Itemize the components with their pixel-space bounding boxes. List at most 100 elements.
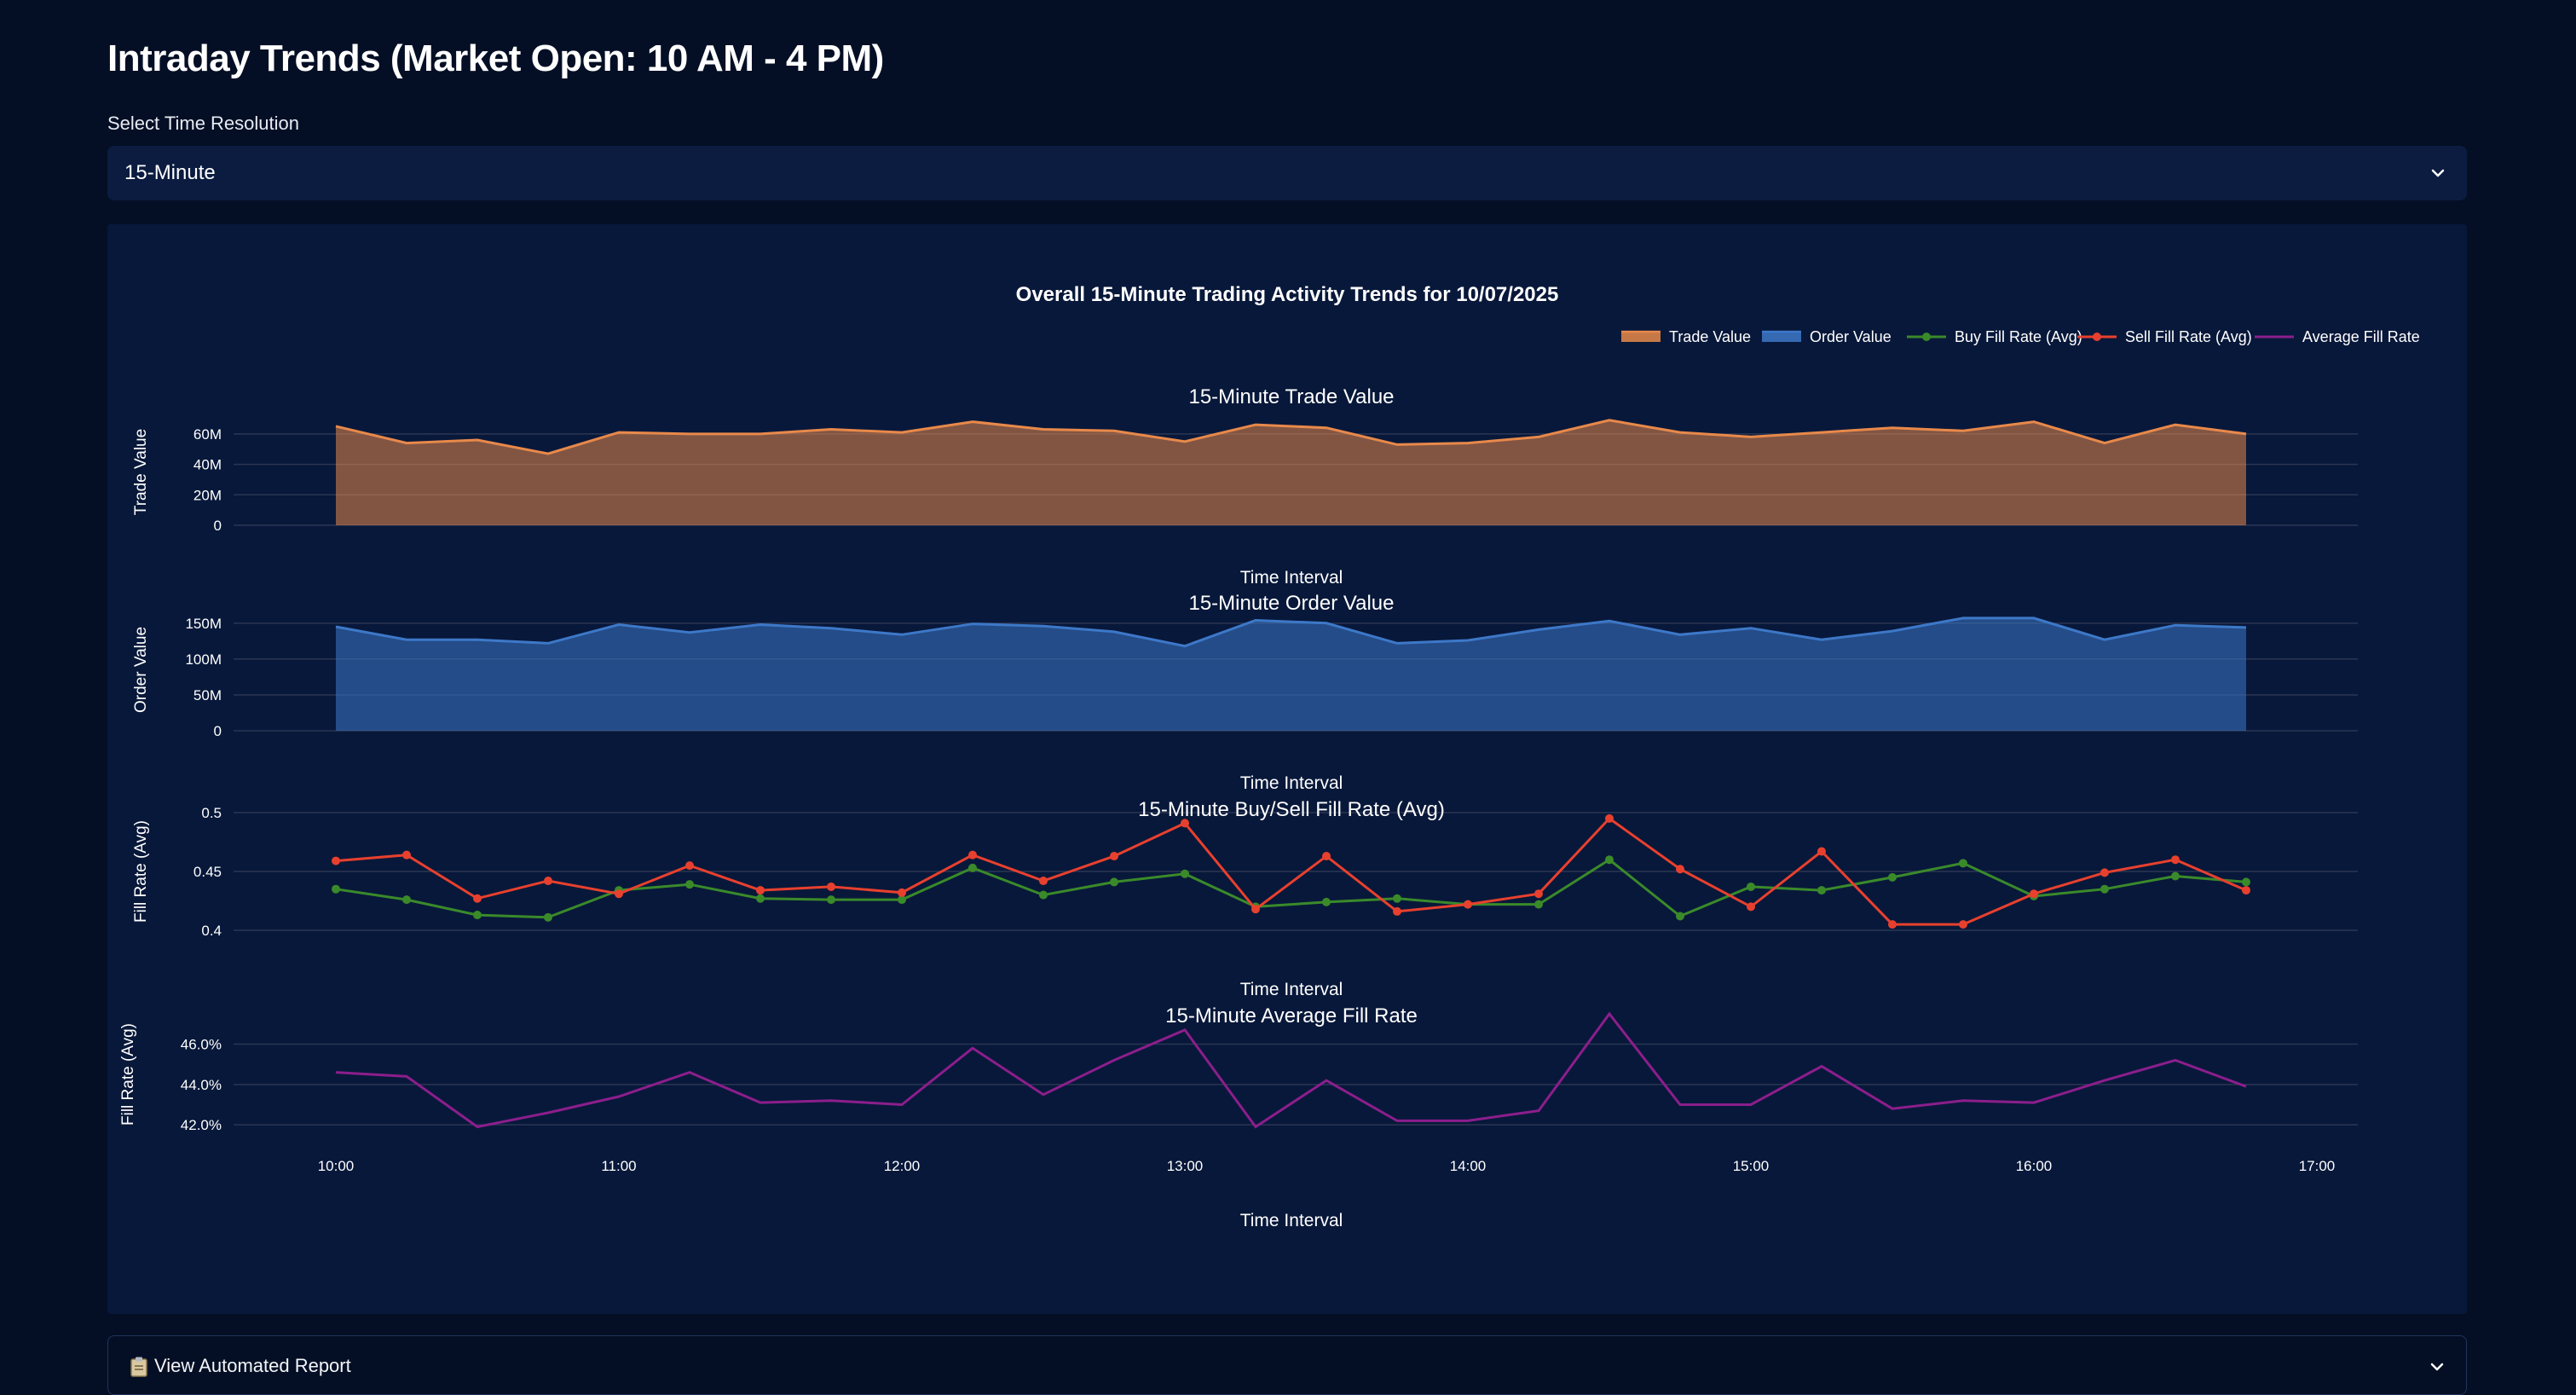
data-point	[2171, 855, 2180, 865]
legend-marker	[2093, 333, 2101, 341]
legend-item: Trade Value	[1621, 328, 1751, 345]
data-point	[2030, 889, 2038, 899]
trading-activity-chart: Overall 15-Minute Trading Activity Trend…	[119, 283, 2420, 1230]
data-point	[2171, 871, 2180, 881]
data-point	[1393, 906, 1401, 916]
x-tick-label: 13:00	[1167, 1158, 1204, 1174]
data-point	[544, 912, 552, 922]
data-point	[1959, 859, 1967, 868]
series-line-order-value	[335, 616, 2247, 648]
subplot-title: 15-Minute Average Fill Rate	[1165, 1004, 1418, 1027]
data-point	[473, 894, 482, 903]
y-tick-label: 150M	[185, 616, 222, 632]
x-axis-label: Time Interval	[1240, 568, 1343, 588]
data-point	[615, 889, 623, 899]
series-line-sell-fill-rate-avg-	[335, 816, 2247, 926]
subplot-title: 15-Minute Trade Value	[1188, 385, 1394, 408]
chevron-down-icon	[2430, 1363, 2444, 1371]
legend-marker	[1922, 333, 1931, 341]
data-point	[756, 886, 765, 895]
subplot-title: 15-Minute Buy/Sell Fill Rate (Avg)	[1138, 798, 1445, 821]
legend-item: Order Value	[1762, 328, 1892, 345]
data-point	[756, 894, 765, 903]
data-point	[2100, 884, 2109, 894]
resolution-value: 15-Minute	[124, 161, 216, 184]
x-tick-label: 11:00	[601, 1158, 636, 1174]
y-tick-label: 40M	[193, 457, 222, 473]
data-point	[827, 895, 835, 905]
x-axis-label: Time Interval	[1240, 1211, 1343, 1230]
legend-item: Sell Fill Rate (Avg)	[2077, 328, 2252, 345]
data-point	[1605, 813, 1614, 823]
data-point	[332, 856, 340, 865]
data-point	[1959, 920, 1967, 929]
y-axis-label: Fill Rate (Avg)	[132, 820, 150, 923]
data-point	[1393, 894, 1401, 903]
data-point	[402, 850, 411, 860]
series-line-trade-value	[335, 419, 2247, 455]
data-point	[685, 880, 694, 889]
data-point	[1110, 877, 1118, 887]
x-tick-label: 16:00	[2016, 1158, 2053, 1174]
x-tick-label: 15:00	[1733, 1158, 1770, 1174]
y-tick-label: 50M	[193, 687, 222, 703]
clipboard-icon	[130, 1357, 147, 1377]
data-point	[1888, 920, 1897, 929]
data-point	[2242, 886, 2250, 895]
series-line-average-fill-rate	[335, 1011, 2247, 1129]
x-tick-label: 14:00	[1450, 1158, 1487, 1174]
chart-legend: Trade Value Order Value Buy Fill Rate (Avg…	[1621, 328, 2420, 345]
view-report-label: View Automated Report	[154, 1355, 351, 1376]
data-point	[898, 888, 906, 897]
chevron-down-icon	[2431, 169, 2445, 177]
subplot-2: 0 50M 100M 150M 15-Minute Order Value Time In…	[132, 592, 2358, 793]
data-point	[1039, 877, 1048, 886]
data-point	[1817, 886, 1826, 895]
data-point	[968, 863, 977, 872]
resolution-label: Select Time Resolution	[107, 113, 299, 134]
y-tick-label: 44.0%	[181, 1077, 222, 1093]
data-point	[473, 911, 482, 920]
data-point	[1181, 869, 1189, 878]
y-axis-label: Order Value	[132, 627, 150, 713]
x-tick-label: 17:00	[2299, 1158, 2336, 1174]
subplot-4: 42.0% 44.0% 46.0% 15-Minute Average Fill Ra…	[119, 1004, 2358, 1230]
subplot-title: 15-Minute Order Value	[1188, 592, 1394, 615]
legend-swatch	[1762, 332, 1801, 342]
data-point	[1676, 865, 1684, 874]
data-point	[1888, 872, 1897, 882]
area-fill-order-value	[336, 617, 2246, 731]
data-point	[1747, 882, 1755, 891]
y-tick-label: 20M	[193, 487, 222, 503]
y-tick-label: 0.45	[193, 864, 222, 880]
data-point	[1817, 847, 1826, 856]
legend-swatch	[1621, 332, 1661, 342]
resolution-select[interactable]: 15-Minute	[107, 146, 2467, 200]
legend-item: Buy Fill Rate (Avg)	[1907, 328, 2082, 345]
page-title: Intraday Trends (Market Open: 10 AM - 4 …	[107, 38, 884, 79]
legend-label: Average Fill Rate	[2302, 328, 2420, 345]
data-point	[1464, 900, 1472, 909]
legend-item: Average Fill Rate	[2255, 328, 2420, 345]
data-point	[1747, 902, 1755, 912]
data-point	[685, 861, 694, 871]
data-point	[1534, 889, 1543, 899]
y-axis-label: Fill Rate (Avg)	[119, 1023, 137, 1126]
y-tick-label: 0.4	[201, 923, 222, 939]
legend-label: Order Value	[1810, 328, 1892, 345]
data-point	[968, 850, 977, 860]
x-axis-label: Time Interval	[1240, 773, 1343, 793]
data-point	[1676, 912, 1684, 921]
subplot-1: 0 20M 40M 60M 15-Minute Trade Value Time Inte…	[132, 385, 2358, 588]
view-report-expander[interactable]: View Automated Report	[107, 1335, 2467, 1395]
data-point	[544, 877, 552, 886]
y-tick-label: 60M	[193, 426, 222, 443]
data-point	[332, 884, 340, 894]
data-point	[2100, 868, 2109, 877]
x-axis-label: Time Interval	[1240, 980, 1343, 999]
data-point	[1322, 897, 1331, 906]
data-point	[898, 895, 906, 905]
data-point	[827, 882, 835, 891]
area-fill-trade-value	[336, 420, 2246, 525]
series-line-buy-fill-rate-avg-	[335, 858, 2247, 919]
